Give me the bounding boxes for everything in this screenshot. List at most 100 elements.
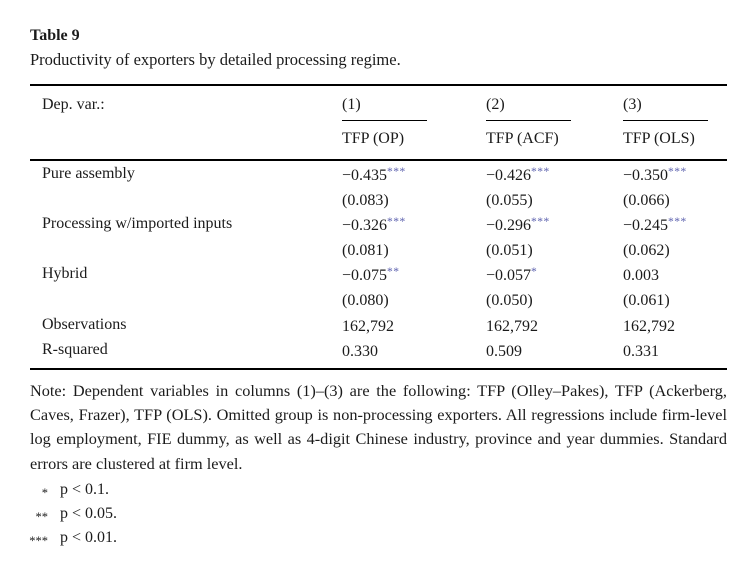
significance-footnotes: * p < 0.1. ** p < 0.05. *** p < 0.01. — [29, 478, 727, 550]
cell-col-2: 162,792 — [486, 315, 623, 340]
cell-value: (0.083) — [342, 192, 389, 210]
row-label: Processing w/imported inputs — [42, 215, 233, 233]
footnote-text: p < 0.01. — [60, 528, 118, 546]
cell-value: −0.245 — [623, 217, 669, 235]
table-row: (0.081) (0.051) (0.062) — [30, 239, 727, 264]
column-number: (1) — [342, 95, 427, 121]
row-label: Observations — [42, 315, 127, 333]
cell-col-2: (0.051) — [486, 239, 623, 264]
column-number: (2) — [486, 95, 571, 121]
row-label: R-squared — [42, 340, 108, 358]
table-bottom-rule — [30, 367, 727, 370]
column-number: (3) — [623, 95, 708, 121]
column-depvar: TFP (OLS) — [623, 130, 695, 147]
cell-value: (0.081) — [342, 242, 389, 260]
significance-stars: *** — [387, 215, 406, 228]
cell-value: (0.055) — [486, 192, 533, 210]
table-top-rule — [30, 84, 727, 86]
row-label — [30, 239, 342, 264]
table-row: (0.083) (0.055) (0.066) — [30, 189, 727, 214]
cell-value: 0.509 — [486, 342, 522, 360]
cell-value: (0.050) — [486, 292, 533, 310]
cell-col-3: 0.331 — [623, 340, 727, 365]
table-row: Hybrid −0.075** −0.057* 0.003 — [30, 264, 727, 289]
cell-value: 162,792 — [623, 317, 675, 335]
column-header-1: (1) TFP (OP) — [342, 95, 486, 159]
cell-value: (0.066) — [623, 192, 670, 210]
table-row: (0.080) (0.050) (0.061) — [30, 289, 727, 314]
table-note: Note: Dependent variables in columns (1)… — [30, 380, 727, 473]
table-row: Pure assembly −0.435*** −0.426*** −0.350… — [30, 164, 727, 189]
cell-value: (0.062) — [623, 242, 670, 260]
footnote-marker: * — [41, 485, 48, 500]
row-label — [30, 189, 342, 214]
cell-col-1: (0.083) — [342, 189, 486, 214]
footnote-text: p < 0.05. — [60, 504, 118, 522]
cell-col-1: (0.080) — [342, 289, 486, 314]
cell-value: 0.003 — [623, 267, 659, 285]
table-body: Pure assembly −0.435*** −0.426*** −0.350… — [30, 161, 727, 368]
cell-col-3: 162,792 — [623, 315, 727, 340]
cell-col-3: −0.350*** — [623, 164, 727, 189]
cell-col-3: (0.066) — [623, 189, 727, 214]
cell-value: −0.057 — [486, 267, 532, 285]
table-mid-rule — [30, 159, 727, 161]
footnote-line: ** p < 0.05. — [30, 502, 727, 526]
footnote-marker: ** — [35, 509, 49, 524]
cell-value: 162,792 — [342, 317, 394, 335]
cell-col-2: −0.426*** — [486, 164, 623, 189]
cell-col-3: −0.245*** — [623, 214, 727, 239]
dep-var-label: Dep. var.: — [42, 96, 105, 113]
cell-value: 162,792 — [486, 317, 538, 335]
cell-col-2: −0.057* — [486, 264, 623, 289]
significance-stars: *** — [668, 215, 687, 228]
table-row: Processing w/imported inputs −0.326*** −… — [30, 214, 727, 239]
significance-stars: *** — [531, 165, 550, 178]
cell-value: −0.075 — [342, 267, 388, 285]
significance-stars: * — [531, 265, 538, 278]
significance-stars: ** — [387, 265, 400, 278]
cell-value: (0.061) — [623, 292, 670, 310]
column-header-3: (3) TFP (OLS) — [623, 95, 727, 159]
cell-col-1: 0.330 — [342, 340, 486, 365]
table-header: Dep. var.: (1) TFP (OP) (2) TFP (ACF) (3… — [30, 86, 727, 159]
paper-page: Table 9 Productivity of exporters by det… — [29, 26, 727, 550]
footnote-marker: *** — [29, 533, 48, 548]
cell-col-3: (0.062) — [623, 239, 727, 264]
cell-col-1: −0.075** — [342, 264, 486, 289]
column-header-2: (2) TFP (ACF) — [486, 95, 623, 159]
footnote-text: p < 0.1. — [60, 480, 110, 498]
significance-stars: *** — [668, 165, 687, 178]
cell-col-1: (0.081) — [342, 239, 486, 264]
cell-value: −0.326 — [342, 217, 388, 235]
cell-col-2: −0.296*** — [486, 214, 623, 239]
regression-table: Dep. var.: (1) TFP (OP) (2) TFP (ACF) (3… — [30, 84, 727, 370]
cell-col-2: (0.050) — [486, 289, 623, 314]
row-label: Hybrid — [42, 265, 88, 283]
cell-value: 0.331 — [623, 342, 659, 360]
cell-col-1: 162,792 — [342, 315, 486, 340]
cell-value: −0.426 — [486, 167, 532, 184]
row-label — [30, 289, 342, 314]
cell-col-1: −0.326*** — [342, 214, 486, 239]
column-depvar: TFP (OP) — [342, 130, 405, 147]
cell-value: −0.350 — [623, 167, 669, 184]
table-row: Observations 162,792 162,792 162,792 — [30, 315, 727, 340]
cell-value: −0.296 — [486, 217, 532, 235]
column-depvar: TFP (ACF) — [486, 130, 559, 147]
table-row: R-squared 0.330 0.509 0.331 — [30, 340, 727, 365]
cell-col-2: (0.055) — [486, 189, 623, 214]
cell-value: 0.330 — [342, 342, 378, 360]
cell-col-1: −0.435*** — [342, 164, 486, 189]
footnote-line: *** p < 0.01. — [29, 526, 727, 550]
cell-value: −0.435 — [342, 167, 388, 184]
row-label: Pure assembly — [42, 165, 135, 182]
cell-col-2: 0.509 — [486, 340, 623, 365]
cell-value: (0.080) — [342, 292, 389, 310]
significance-stars: *** — [387, 165, 406, 178]
cell-value: (0.051) — [486, 242, 533, 260]
table-title: Table 9 — [30, 27, 80, 44]
table-caption: Productivity of exporters by detailed pr… — [30, 50, 401, 69]
significance-stars: *** — [531, 215, 550, 228]
cell-col-3: (0.061) — [623, 289, 727, 314]
